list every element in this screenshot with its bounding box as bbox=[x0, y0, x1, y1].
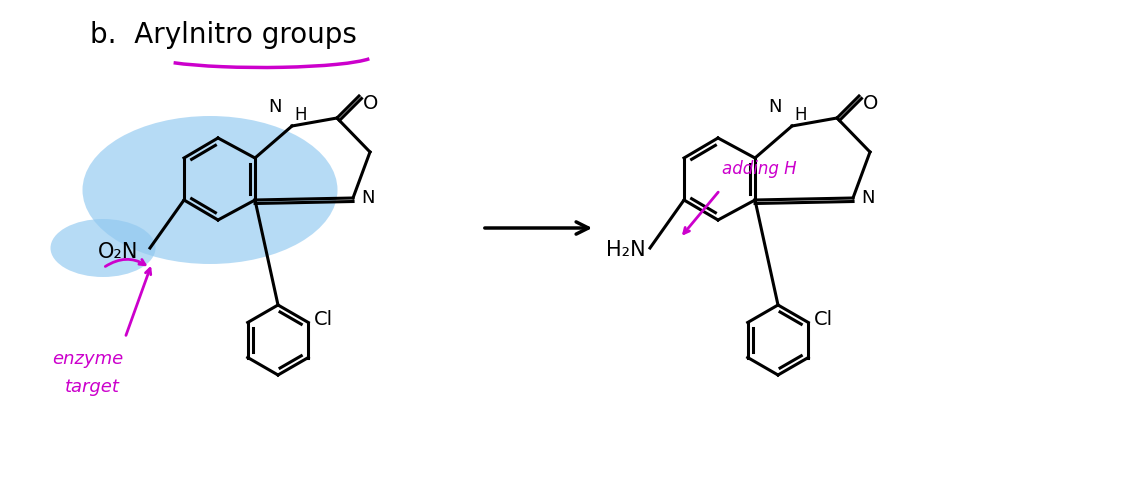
Text: N: N bbox=[268, 98, 282, 116]
Text: Cl: Cl bbox=[814, 310, 833, 329]
Text: Cl: Cl bbox=[314, 310, 333, 329]
Text: N: N bbox=[362, 189, 374, 207]
Text: N: N bbox=[861, 189, 874, 207]
Text: H: H bbox=[794, 106, 806, 124]
Ellipse shape bbox=[83, 116, 338, 264]
Text: N: N bbox=[769, 98, 782, 116]
Text: target: target bbox=[65, 378, 119, 396]
Text: O: O bbox=[863, 94, 879, 113]
Text: enzyme: enzyme bbox=[52, 350, 123, 368]
Text: H: H bbox=[294, 106, 307, 124]
Text: H₂N: H₂N bbox=[606, 240, 646, 260]
Text: b.  Arylnitro groups: b. Arylnitro groups bbox=[90, 21, 357, 49]
Ellipse shape bbox=[50, 219, 156, 277]
Text: O: O bbox=[363, 94, 379, 113]
Text: adding H: adding H bbox=[722, 160, 797, 178]
Text: O₂N: O₂N bbox=[98, 242, 138, 262]
